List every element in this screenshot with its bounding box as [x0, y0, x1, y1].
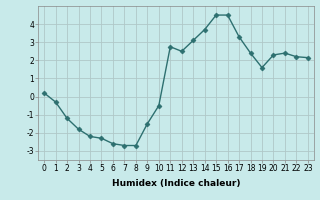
X-axis label: Humidex (Indice chaleur): Humidex (Indice chaleur) [112, 179, 240, 188]
